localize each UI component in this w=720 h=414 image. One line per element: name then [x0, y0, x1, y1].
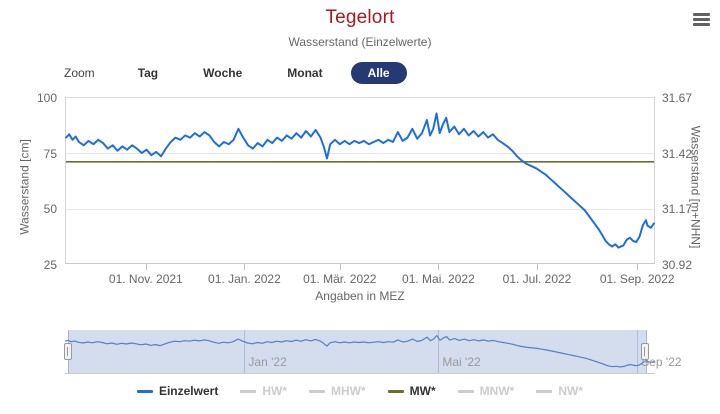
navigator-tick-label: Mai '22: [442, 355, 481, 369]
navigator-tick-label: Sep '22: [641, 355, 682, 369]
navigator-gridline: [637, 330, 639, 373]
range-button-tag[interactable]: Tag: [121, 62, 175, 84]
legend-label: MW*: [409, 384, 436, 398]
einzelwert-series-line: [65, 112, 655, 249]
legend-line-marker: [240, 389, 257, 393]
legend-label: Einzelwert: [158, 384, 219, 398]
x-tick-label: 01. Jan. 2022: [208, 272, 281, 286]
range-button-woche[interactable]: Woche: [186, 62, 259, 84]
legend-label: MNW*: [479, 384, 515, 398]
navigator-left-handle[interactable]: [63, 343, 72, 360]
x-tick-mark: [637, 264, 639, 270]
y-right-tick-31.42: 31.42: [662, 146, 693, 161]
page-title: Tegelort: [325, 7, 395, 28]
navigator-gridline: [438, 330, 440, 373]
legend-item-mw[interactable]: MW*: [387, 384, 436, 398]
x-tick-label: 01. Mai. 2022: [402, 272, 475, 286]
range-button-alle[interactable]: Alle: [350, 61, 407, 84]
y-left-tick-50: 50: [43, 202, 57, 217]
range-button-monat[interactable]: Monat: [270, 62, 339, 84]
legend-line-marker: [309, 389, 325, 393]
legend-item-mhw[interactable]: MHW*: [309, 384, 366, 398]
navigator-series-line: [64, 334, 656, 368]
legend-item-mnw[interactable]: MNW*: [457, 384, 515, 398]
x-tick-mark: [339, 264, 341, 270]
navigator-gridline: [244, 330, 246, 373]
zoom-label: Zoom: [64, 65, 95, 80]
y-axis-right-title: Wasserstand [m+NHN]: [688, 125, 703, 249]
main-plot-area[interactable]: [65, 97, 655, 264]
legend: Einzelwert HW* MHW* MW* MNW* NW*: [0, 384, 720, 398]
navigator-tick-label: Jan '22: [248, 355, 287, 369]
x-tick-mark: [537, 264, 538, 270]
legend-item-hw[interactable]: HW*: [240, 384, 287, 398]
legend-label: MHW*: [331, 384, 366, 398]
x-tick-label: 01. Mär. 2022: [303, 272, 377, 286]
chart-subtitle: Wasserstand (Einzelwerte): [288, 35, 432, 49]
y-left-tick-100: 100: [36, 91, 57, 105]
gridline-75: [66, 153, 654, 155]
y-axis-left-title: Wasserstand [cm]: [17, 139, 32, 235]
x-tick-mark: [438, 264, 440, 270]
x-tick-mark: [244, 264, 246, 270]
series-canvas: [65, 112, 655, 249]
hamburger-bar: [693, 18, 710, 21]
navigator: Jan '22 Mai '22 Sep '22: [63, 330, 682, 374]
x-axis-title: Angaben in MEZ: [315, 289, 405, 303]
legend-line-marker: [387, 389, 404, 393]
hamburger-bar: [693, 23, 710, 26]
x-tick-mark: [145, 264, 147, 270]
legend-line-marker: [457, 389, 474, 393]
gridline-50: [66, 208, 654, 210]
y-right-tick-30.92: 30.92: [662, 258, 693, 272]
x-tick-label: 01. Sep. 2022: [599, 272, 675, 286]
hamburger-icon[interactable]: [693, 13, 710, 26]
y-left-tick-25: 25: [43, 258, 57, 272]
legend-label: NW*: [558, 384, 584, 398]
hamburger-bar: [693, 13, 710, 16]
legend-label: HW*: [262, 384, 287, 398]
navigator-canvas: [64, 334, 656, 368]
y-right-tick-31.67: 31.67: [662, 91, 693, 105]
y-left-tick-75: 75: [43, 146, 57, 161]
range-buttons: Tag Woche Monat Alle: [121, 61, 418, 84]
legend-line-marker: [536, 389, 553, 393]
range-selector: Zoom Tag Woche Monat Alle: [64, 61, 418, 84]
y-right-tick-31.17: 31.17: [662, 202, 693, 217]
legend-item-nw[interactable]: NW*: [536, 384, 583, 398]
legend-item-einzelwert[interactable]: Einzelwert: [136, 384, 219, 398]
legend-line-marker: [136, 389, 153, 393]
navigator-right-handle[interactable]: [640, 343, 649, 360]
x-tick-label: 01. Jul. 2022: [502, 272, 572, 286]
navigator-selected-range[interactable]: [67, 330, 647, 373]
x-tick-label: 01. Nov. 2021: [108, 272, 183, 286]
